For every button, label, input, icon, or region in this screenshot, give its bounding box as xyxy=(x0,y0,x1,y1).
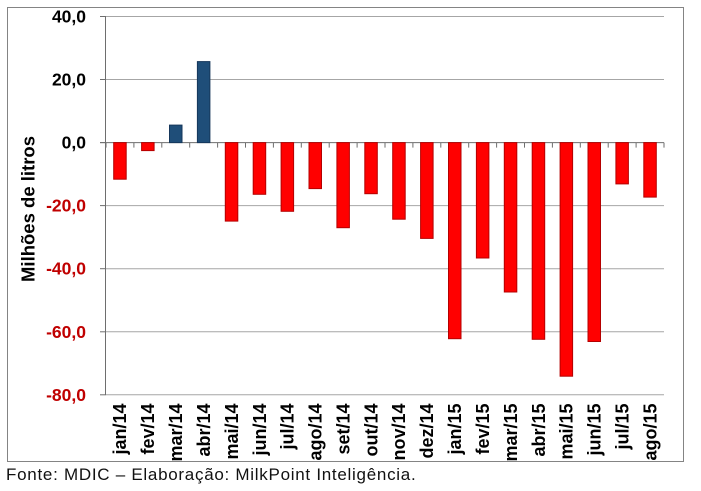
svg-text:mar/14: mar/14 xyxy=(166,404,186,462)
svg-text:abr/14: abr/14 xyxy=(194,404,214,457)
svg-text:mai/14: mai/14 xyxy=(222,404,242,460)
svg-text:-20,0: -20,0 xyxy=(46,196,86,216)
svg-text:jan/15: jan/15 xyxy=(445,404,465,456)
svg-text:jun/14: jun/14 xyxy=(250,404,270,457)
svg-text:jul/15: jul/15 xyxy=(612,404,632,451)
svg-text:jul/14: jul/14 xyxy=(278,404,298,451)
svg-text:-40,0: -40,0 xyxy=(46,259,86,279)
svg-text:dez/14: dez/14 xyxy=(417,404,437,459)
svg-text:set/14: set/14 xyxy=(333,404,353,455)
svg-text:mar/15: mar/15 xyxy=(501,404,521,462)
svg-text:ago/14: ago/14 xyxy=(306,404,326,461)
svg-text:fev/14: fev/14 xyxy=(138,404,158,455)
svg-text:mai/15: mai/15 xyxy=(557,404,577,460)
svg-text:40,0: 40,0 xyxy=(52,7,86,27)
svg-text:-60,0: -60,0 xyxy=(46,322,86,342)
svg-text:abr/15: abr/15 xyxy=(529,404,549,457)
svg-text:Milhões de litros: Milhões de litros xyxy=(18,136,39,282)
svg-text:20,0: 20,0 xyxy=(52,70,86,90)
svg-text:ago/15: ago/15 xyxy=(640,404,660,461)
svg-text:Fonte: MDIC – Elaboração: Milk: Fonte: MDIC – Elaboração: MilkPoint Inte… xyxy=(6,465,416,484)
svg-text:fev/15: fev/15 xyxy=(473,404,493,455)
svg-text:0,0: 0,0 xyxy=(62,133,87,153)
svg-text:out/14: out/14 xyxy=(361,404,381,457)
svg-text:-80,0: -80,0 xyxy=(46,385,86,405)
svg-text:jun/15: jun/15 xyxy=(585,404,605,457)
svg-text:jan/14: jan/14 xyxy=(110,404,130,456)
svg-text:nov/14: nov/14 xyxy=(389,404,409,461)
